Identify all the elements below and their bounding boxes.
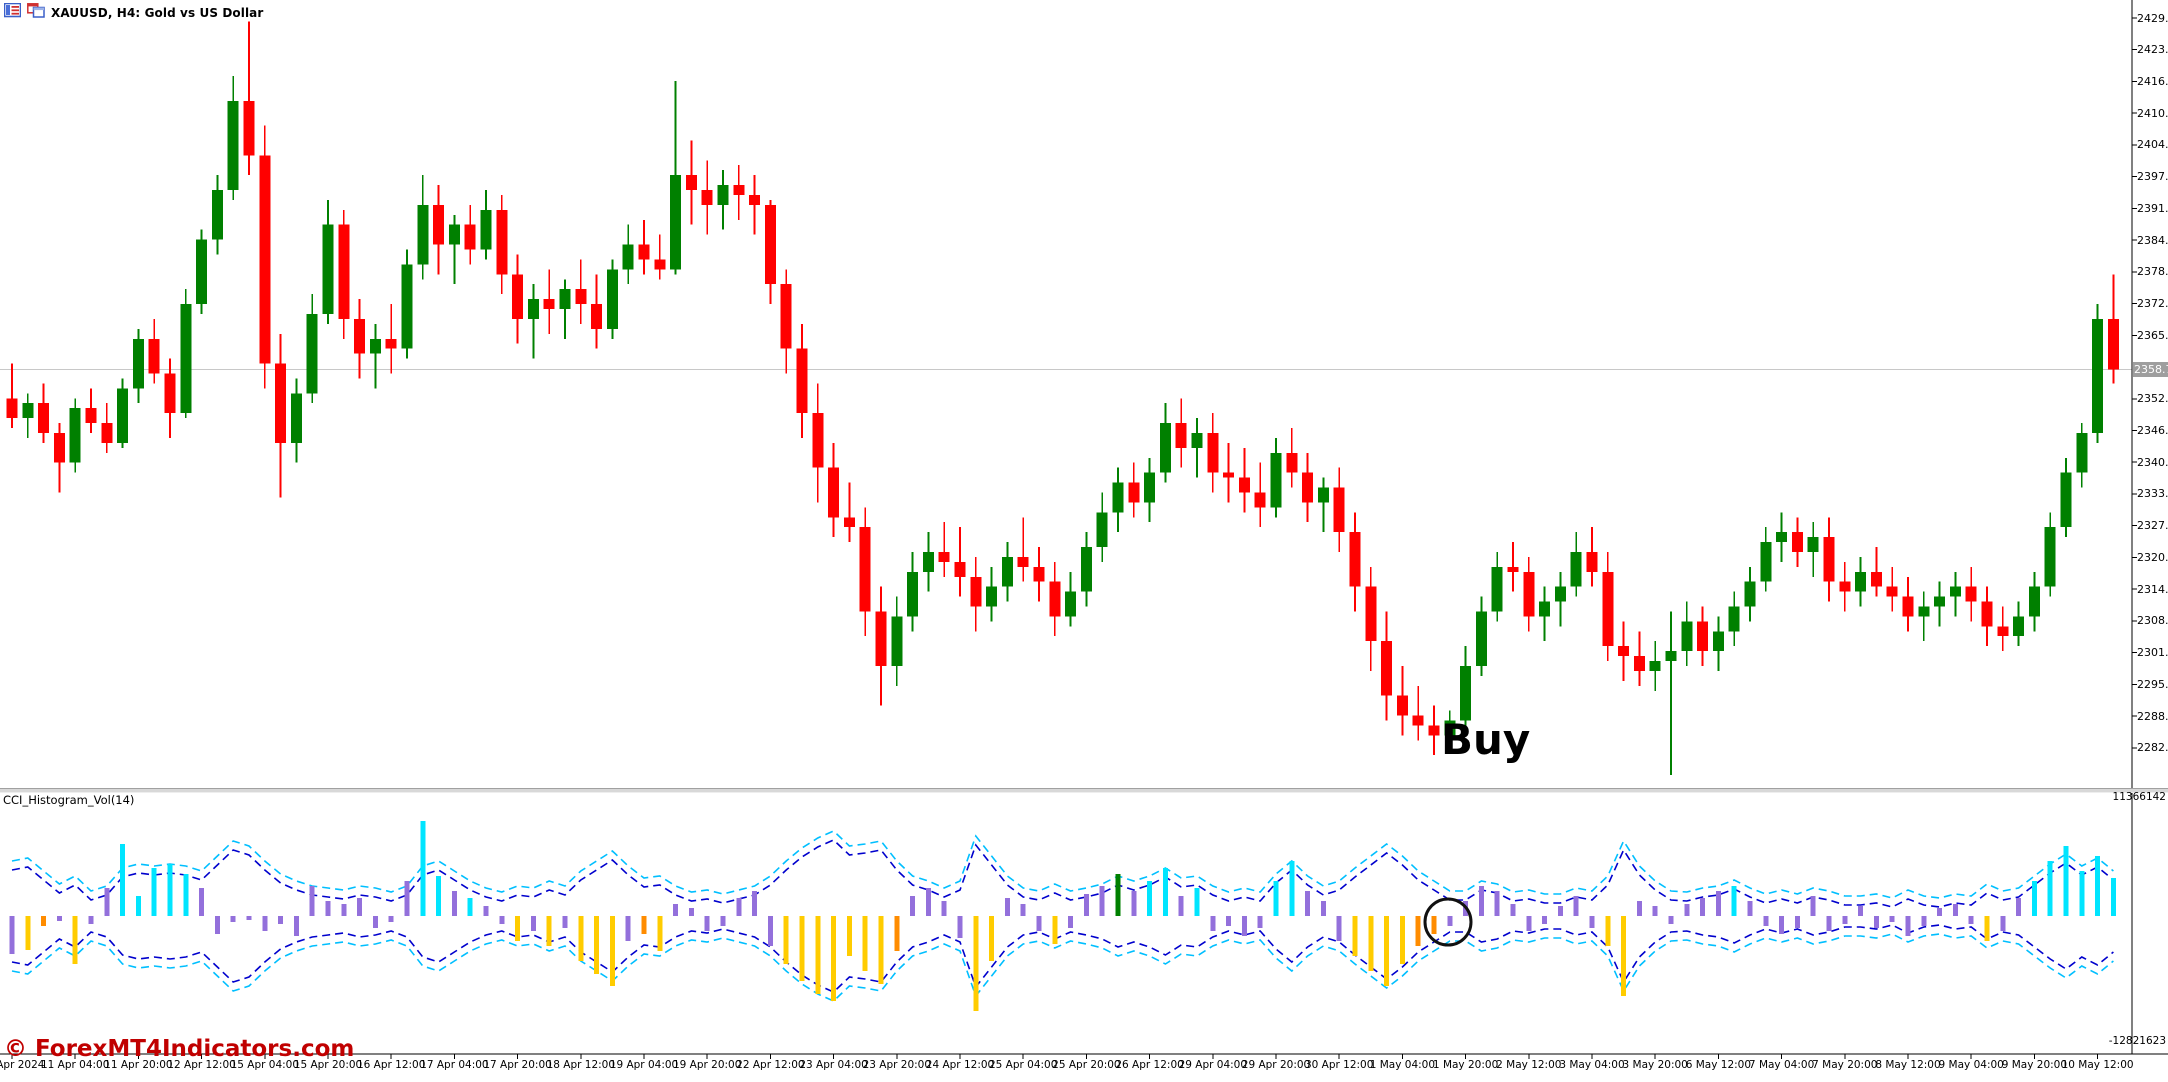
price-tick-label: 2333.70 xyxy=(2137,487,2168,501)
time-tick-label: 24 Apr 12:00 xyxy=(925,1059,995,1071)
time-tick-label: 1 May 20:00 xyxy=(1432,1059,1499,1071)
time-tick-label: 25 Apr 04:00 xyxy=(988,1059,1058,1071)
time-tick-label: 15 Apr 20:00 xyxy=(293,1059,363,1071)
price-tick-label: 2378.50 xyxy=(2137,265,2168,279)
time-tick-label: 8 May 12:00 xyxy=(1875,1059,1941,1071)
price-tick-label: 2416.90 xyxy=(2137,74,2168,88)
indicator-name-label: CCI_Histogram_Vol(14) xyxy=(3,793,135,807)
price-tick-label: 2352.90 xyxy=(2137,392,2168,406)
time-tick-label: 2 May 12:00 xyxy=(1496,1059,1562,1071)
time-tick-label: 25 Apr 20:00 xyxy=(1052,1059,1121,1071)
time-tick-label: 9 May 04:00 xyxy=(1938,1059,2004,1071)
price-tick-label: 2340.10 xyxy=(2137,455,2168,469)
price-tick-label: 2308.10 xyxy=(2137,614,2168,628)
time-tick-label: 3 May 20:00 xyxy=(1622,1059,1688,1071)
time-tick-label: 23 Apr 04:00 xyxy=(799,1059,868,1071)
time-tick-label: 10 Apr 2024 xyxy=(0,1059,45,1071)
time-tick-label: 10 May 12:00 xyxy=(2061,1059,2134,1071)
price-tick-label: 2397.70 xyxy=(2137,170,2168,184)
indicator-scale-min: -12821623 xyxy=(2108,1035,2166,1047)
price-tick-label: 2320.90 xyxy=(2137,550,2168,564)
indicator-scale-max: 11366142 xyxy=(2112,791,2166,803)
time-tick-label: 7 May 04:00 xyxy=(1748,1059,1815,1071)
time-tick-label: 7 May 20:00 xyxy=(1812,1059,1878,1071)
time-tick-label: 19 Apr 04:00 xyxy=(609,1059,679,1071)
time-tick-label: 11 Apr 20:00 xyxy=(104,1059,173,1071)
price-tick-label: 2372.10 xyxy=(2137,297,2168,311)
time-tick-label: 15 Apr 04:00 xyxy=(230,1059,300,1071)
time-tick-label: 9 May 20:00 xyxy=(2001,1059,2068,1071)
price-tick-label: 2423.30 xyxy=(2137,43,2168,57)
price-tick-label: 2301.70 xyxy=(2137,646,2168,660)
time-tick-label: 6 May 12:00 xyxy=(1685,1059,1752,1071)
current-price-tag: 2358.76 xyxy=(2133,362,2168,378)
watermark: © ForexMT4Indicators.com xyxy=(4,1036,355,1062)
subwindow-separator[interactable] xyxy=(0,788,2168,793)
time-tick-label: 19 Apr 20:00 xyxy=(672,1059,742,1071)
price-tick-label: 2346.50 xyxy=(2137,423,2168,437)
price-tick-label: 2384.90 xyxy=(2137,233,2168,247)
time-tick-label: 17 Apr 04:00 xyxy=(420,1059,489,1071)
time-tick-label: 11 Apr 04:00 xyxy=(40,1059,110,1071)
price-tick-label: 2282.50 xyxy=(2137,741,2168,755)
chart-titlebar: XAUUSD, H4: Gold vs US Dollar xyxy=(3,2,264,22)
chart-list-icon[interactable] xyxy=(3,2,22,22)
price-tick-label: 2314.50 xyxy=(2137,582,2168,596)
time-tick-label: 12 Apr 12:00 xyxy=(167,1059,236,1071)
price-tick-label: 2410.50 xyxy=(2137,106,2168,120)
time-tick-label: 26 Apr 12:00 xyxy=(1115,1059,1184,1071)
time-tick-label: 22 Apr 12:00 xyxy=(736,1059,805,1071)
time-tick-label: 16 Apr 12:00 xyxy=(356,1059,426,1071)
buy-annotation: Buy xyxy=(1441,715,1531,764)
time-tick-label: 1 May 04:00 xyxy=(1369,1059,1436,1071)
price-tick-label: 2365.70 xyxy=(2137,328,2168,342)
time-tick-label: 30 Apr 12:00 xyxy=(1304,1059,1374,1071)
price-tick-label: 2429.70 xyxy=(2137,11,2168,25)
time-tick-label: 17 Apr 20:00 xyxy=(483,1059,552,1071)
time-tick-label: 18 Apr 12:00 xyxy=(546,1059,616,1071)
price-tick-label: 2404.10 xyxy=(2137,138,2168,152)
time-tick-label: 29 Apr 20:00 xyxy=(1241,1059,1311,1071)
time-tick-label: 23 Apr 20:00 xyxy=(862,1059,932,1071)
price-tick-label: 2295.30 xyxy=(2137,677,2168,691)
price-tick-label: 2391.30 xyxy=(2137,201,2168,215)
time-tick-label: 29 Apr 04:00 xyxy=(1178,1059,1248,1071)
price-tick-label: 2327.30 xyxy=(2137,519,2168,533)
price-tick-label: 2288.90 xyxy=(2137,709,2168,723)
time-tick-label: 3 May 04:00 xyxy=(1559,1059,1625,1071)
chart-title: XAUUSD, H4: Gold vs US Dollar xyxy=(51,5,264,20)
chart-windows-icon[interactable] xyxy=(27,3,45,22)
